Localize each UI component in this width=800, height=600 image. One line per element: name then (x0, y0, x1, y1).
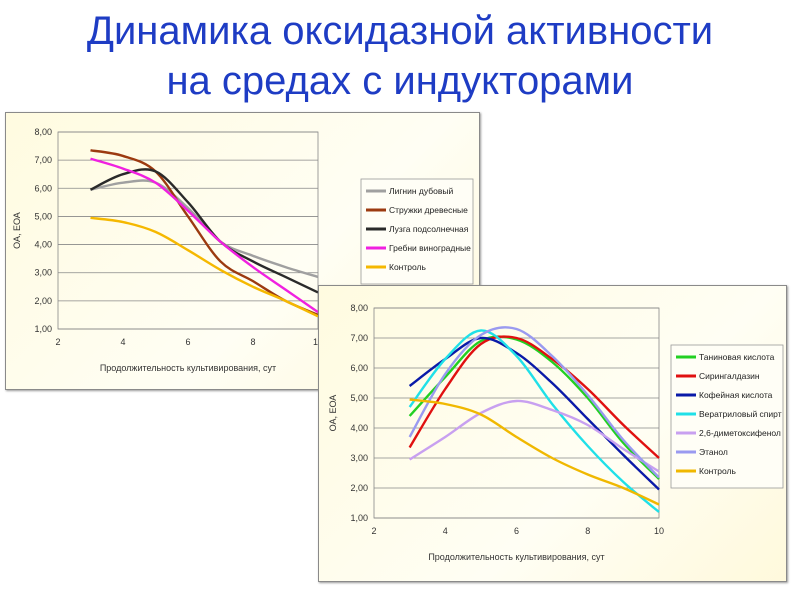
x-tick-label: 8 (250, 337, 255, 347)
series-line (90, 179, 319, 279)
x-tick-label: 2 (371, 526, 376, 536)
legend-label: Гребни виноградные (389, 243, 471, 253)
series-line (89, 168, 319, 294)
y-tick-label: 6,00 (350, 363, 368, 373)
x-tick-label: 2 (55, 337, 60, 347)
x-tick-label: 4 (120, 337, 125, 347)
y-tick-label: 5,00 (34, 211, 52, 221)
x-axis-label: Продолжительность культивирования, сут (100, 363, 276, 373)
chart-inductors-1: 1,002,003,004,005,006,007,008,00246810Пр… (5, 112, 480, 390)
x-axis-label: Продолжительность культивирования, сут (428, 552, 604, 562)
series-line (90, 157, 319, 314)
legend-label: Кофейная кислота (699, 390, 773, 400)
y-tick-label: 3,00 (350, 453, 368, 463)
slide-title: Динамика оксидазной активности на средах… (0, 6, 800, 106)
series-line (408, 329, 660, 513)
series-line (408, 335, 660, 480)
x-tick-label: 6 (514, 526, 519, 536)
y-tick-label: 1,00 (34, 324, 52, 334)
y-tick-label: 7,00 (350, 333, 368, 343)
legend-label: Контроль (389, 262, 426, 272)
series-line (408, 335, 660, 459)
y-tick-label: 4,00 (350, 423, 368, 433)
y-tick-label: 3,00 (34, 268, 52, 278)
legend-label: Таниновая кислота (699, 352, 775, 362)
chart-1-svg: 1,002,003,004,005,006,007,008,00246810Пр… (12, 127, 474, 373)
series-line (90, 216, 319, 318)
x-tick-label: 4 (443, 526, 448, 536)
chart-2-svg: 1,00 2,00 3,00 4,00 5,00 6,00 7,00 8,00 2 4 6 8 10 Пр… (328, 303, 784, 562)
x-tick-label: 6 (185, 337, 190, 347)
legend-label: Стружки древесные (389, 205, 468, 215)
legend-label: Сирингалдазин (699, 371, 760, 381)
series-line (408, 399, 660, 473)
y-tick-label: 1,00 (350, 513, 368, 523)
legend-label: 2,6-диметоксифенол (699, 428, 781, 438)
y-tick-label: 6,00 (34, 183, 52, 193)
series-line (408, 326, 660, 479)
x-tick-label: 10 (654, 526, 664, 536)
plot-area (57, 131, 319, 330)
legend-label: Лигнин дубовый (389, 186, 453, 196)
y-tick-label: 4,00 (34, 240, 52, 250)
legend-label: Вератриловый спирт (699, 409, 782, 419)
title-line-2: на средах с индукторами (166, 59, 634, 103)
y-axis-label: ОА, ЕОА (328, 395, 338, 432)
y-tick-label: 8,00 (34, 127, 52, 137)
y-tick-label: 8,00 (350, 303, 368, 313)
y-axis-label: ОА, ЕОА (12, 212, 22, 249)
legend-label: Этанол (699, 447, 728, 457)
y-tick-label: 2,00 (350, 483, 368, 493)
title-line-1: Динамика оксидазной активности (86, 9, 714, 53)
legend-label: Контроль (699, 466, 736, 476)
y-tick-label: 5,00 (350, 393, 368, 403)
plot-area (373, 307, 660, 519)
y-tick-label: 7,00 (34, 155, 52, 165)
legend-box (670, 344, 784, 489)
chart-inductors-2: 1,00 2,00 3,00 4,00 5,00 6,00 7,00 8,00 2 4 6 8 10 Пр… (318, 285, 787, 582)
legend-label: Лузга подсолнечная (389, 224, 469, 234)
series-line (408, 336, 660, 491)
x-tick-label: 8 (585, 526, 590, 536)
series-line (409, 398, 660, 506)
y-tick-label: 2,00 (34, 296, 52, 306)
